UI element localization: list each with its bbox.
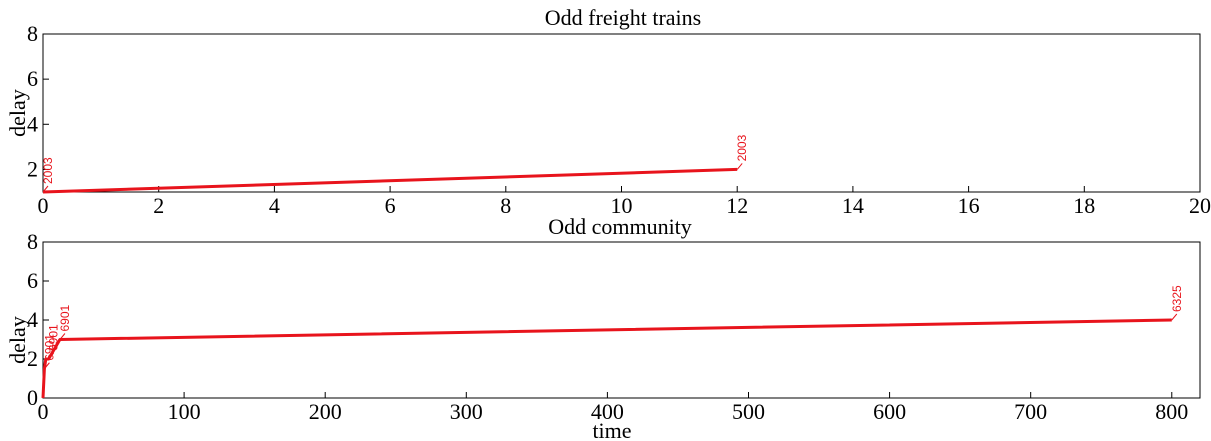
x-tick-label: 100 xyxy=(168,399,201,424)
x-tick-label: 0 xyxy=(38,193,49,218)
annotation-label: 6325 xyxy=(1170,285,1184,312)
y-tick-label: 4 xyxy=(27,307,38,332)
point-annotation: 2003 xyxy=(41,157,55,193)
x-tick-label: 0 xyxy=(38,399,49,424)
annotation-pointer xyxy=(1171,313,1178,321)
x-tick-label: 16 xyxy=(958,193,980,218)
y-tick-label: 2 xyxy=(27,156,38,181)
series xyxy=(42,167,738,194)
annotation-label: 6901 xyxy=(58,304,72,331)
y-axis-label: delay xyxy=(5,89,30,137)
y-tick-label: 8 xyxy=(27,21,38,46)
x-tick-label: 200 xyxy=(309,399,342,424)
x-tick-label: 14 xyxy=(842,193,864,218)
x-tick-label: 6 xyxy=(385,193,396,218)
series-line xyxy=(41,318,1172,399)
annotation-pointer xyxy=(48,352,55,360)
x-axis-label: time xyxy=(592,418,631,441)
point-annotation: 6901 xyxy=(47,324,61,360)
y-tick-label: 6 xyxy=(27,66,38,91)
point-annotation: 6901 xyxy=(58,304,72,340)
x-tick-label: 12 xyxy=(726,193,748,218)
x-tick-label: 2 xyxy=(153,193,164,218)
x-tick-label: 600 xyxy=(873,399,906,424)
x-tick-label: 800 xyxy=(1155,399,1188,424)
plot-frame xyxy=(42,241,1201,399)
x-tick-label: 300 xyxy=(450,399,483,424)
series-line xyxy=(42,167,738,194)
annotation-label: 2003 xyxy=(735,134,749,161)
x-tick-label: 500 xyxy=(732,399,765,424)
plot-frame xyxy=(42,33,1201,193)
y-axis-label: delay xyxy=(5,316,30,364)
ticks: 0 100 200 300 400 500 600 700 800 0 2 4 6 8 xyxy=(27,229,1188,424)
x-tick-label: 10 xyxy=(611,193,633,218)
annotation-pointer xyxy=(59,333,66,340)
annotation-pointer xyxy=(42,185,49,193)
chart-odd-community: Odd community 0 100 200 300 400 500 600 700 8000… xyxy=(5,214,1201,441)
point-annotation: 2003 xyxy=(735,134,749,170)
series xyxy=(41,318,1172,399)
chart-title: Odd freight trains xyxy=(545,5,701,30)
y-tick-label: 8 xyxy=(27,229,38,254)
annotation-pointer xyxy=(44,362,50,370)
annotation-pointer xyxy=(736,163,743,170)
y-tick-label: 6 xyxy=(27,268,38,293)
x-tick-label: 20 xyxy=(1189,193,1211,218)
annotation-label: 6901 xyxy=(47,324,61,351)
y-tick-label: 2 xyxy=(27,346,38,371)
x-tick-label: 4 xyxy=(269,193,280,218)
x-tick-label: 400 xyxy=(591,399,624,424)
x-tick-label: 8 xyxy=(500,193,511,218)
point-annotation: 6325 xyxy=(1170,285,1184,321)
annotation-label: 2003 xyxy=(41,157,55,184)
chart-title: Odd community xyxy=(548,214,692,239)
annotations: 2003 2003 xyxy=(41,134,749,193)
y-tick-label: 4 xyxy=(27,111,38,136)
y-tick-label: 0 xyxy=(27,385,38,410)
x-tick-label: 18 xyxy=(1073,193,1095,218)
chart-odd-freight-trains: Odd freight trains 0 2 4 6 8 10 12 14 16 18 202468… xyxy=(5,5,1211,218)
x-tick-label: 700 xyxy=(1014,399,1047,424)
